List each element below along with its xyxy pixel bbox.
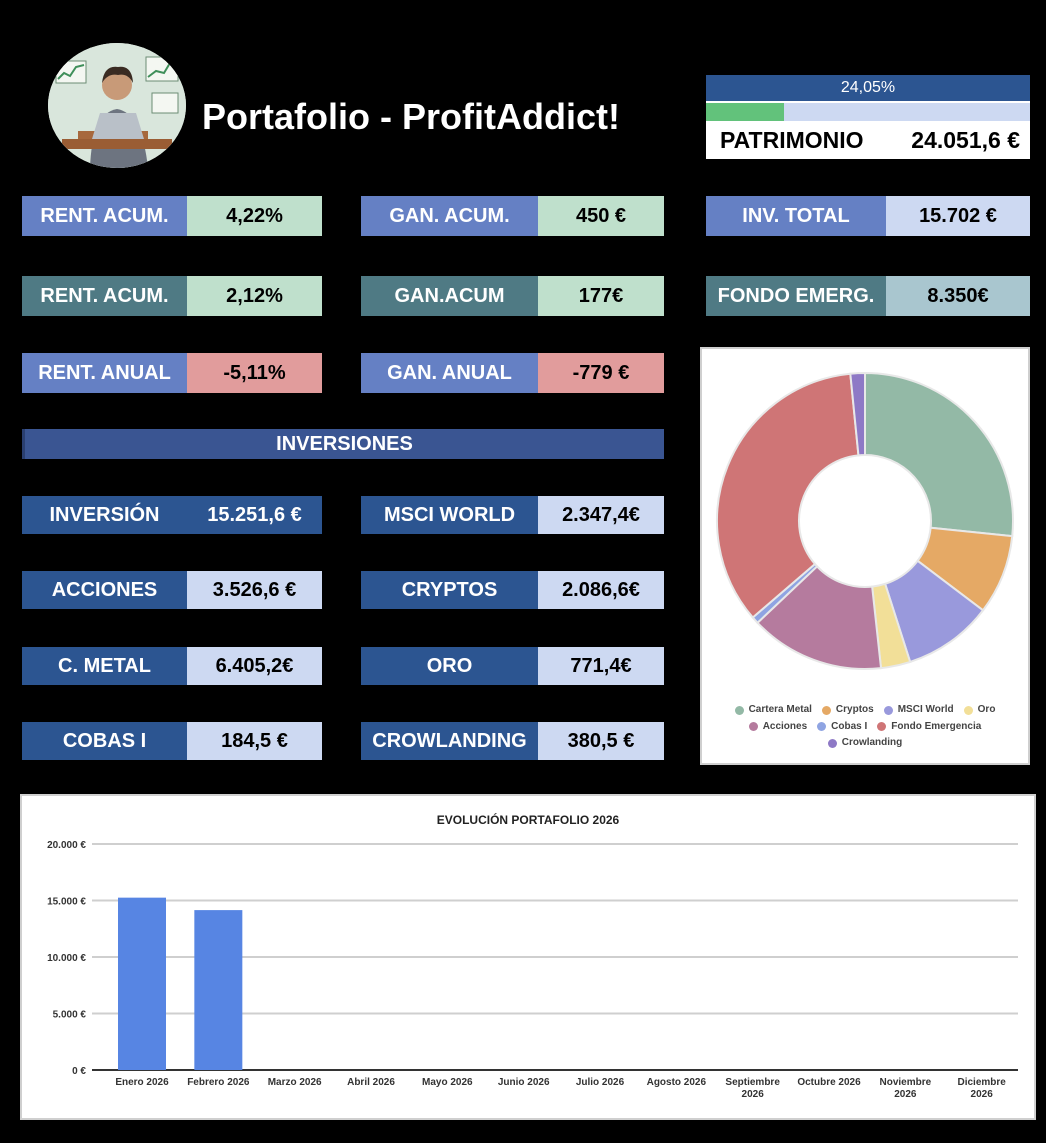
inversion-value: 15.251,6 € xyxy=(187,496,322,534)
progress-percent: 24,05% xyxy=(840,79,896,96)
rent-acum-value: 4,22% xyxy=(187,196,322,236)
donut-slice-cartera-metal xyxy=(864,371,1014,538)
legend-label: Oro xyxy=(977,704,996,715)
legend-swatch xyxy=(877,722,887,731)
gan-acum-2-label: GAN.ACUM xyxy=(361,276,538,316)
page-title: Portafolio - ProfitAddict! xyxy=(202,96,620,137)
acciones-label: ACCIONES xyxy=(22,571,187,609)
acciones-value: 3.526,6 € xyxy=(187,571,322,609)
legend-label: MSCI World xyxy=(897,704,954,715)
x-tick-label: Marzo 2026 xyxy=(268,1077,322,1088)
gan-acum-label: GAN. ACUM. xyxy=(361,196,538,236)
y-tick-label: 10.000 € xyxy=(47,953,86,964)
x-tick-label: Agosto 2026 xyxy=(647,1077,707,1088)
rent-anual-label: RENT. ANUAL xyxy=(22,353,187,393)
gan-acum-value: 450 € xyxy=(538,196,664,236)
x-tick-label: Octubre 2026 xyxy=(797,1077,861,1088)
y-tick-label: 20.000 € xyxy=(47,840,86,851)
avatar xyxy=(48,43,186,168)
y-tick-label: 15.000 € xyxy=(47,897,86,908)
gan-acum-2-value: 177€ xyxy=(538,276,664,316)
legend-swatch xyxy=(748,722,758,731)
legend-item-fondo-emergencia: Fondo Emergencia xyxy=(877,720,981,734)
donut-chart-panel: Cartera Metal Cryptos MSCI World Oro Accione… xyxy=(700,347,1030,765)
legend-label: Cartera Metal xyxy=(748,704,812,715)
legend-item-oro: Oro xyxy=(963,703,996,717)
cryptos-value: 2.086,6€ xyxy=(538,571,664,609)
gan-anual-label: GAN. ANUAL xyxy=(361,353,538,393)
legend-swatch xyxy=(963,705,973,715)
inv-total-label: INV. TOTAL xyxy=(706,196,886,236)
legend-swatch xyxy=(883,705,893,715)
fondo-emerg-label: FONDO EMERG. xyxy=(706,276,886,316)
x-tick-label: Septiembre xyxy=(725,1077,780,1088)
donut-slice-fondo-emergencia xyxy=(716,372,860,619)
msci-world-value: 2.347,4€ xyxy=(538,496,664,534)
fondo-emerg-value: 8.350€ xyxy=(886,276,1030,316)
legend-label: Cobas I xyxy=(831,720,868,732)
legend-swatch xyxy=(817,722,827,731)
patrimonio-label: PATRIMONIO xyxy=(720,127,864,153)
cryptos-label: CRYPTOS xyxy=(361,571,538,609)
legend-label: Cryptos xyxy=(835,704,874,715)
msci-world-label: MSCI WORLD xyxy=(361,496,538,534)
legend-item-cobas-i: Cobas I xyxy=(817,720,867,734)
c-metal-label: C. METAL xyxy=(22,647,187,685)
donut-slice-crowlanding xyxy=(849,371,866,457)
crowlanding-label: CROWLANDING xyxy=(361,722,538,760)
x-tick-label: Diciembre xyxy=(957,1077,1006,1088)
bar-chart-panel: EVOLUCIÓN PORTAFOLIO 2026 0 € 5.000 € 10.0… xyxy=(20,794,1036,1120)
x-tick-label: Enero 2026 xyxy=(115,1077,169,1088)
oro-label: ORO xyxy=(361,647,538,685)
x-tick-label: Julio 2026 xyxy=(576,1077,625,1088)
y-tick-label: 5.000 € xyxy=(53,1010,87,1021)
progress-fill xyxy=(706,103,784,121)
legend-item-cryptos: Cryptos xyxy=(821,703,874,717)
legend-item-acciones: Acciones xyxy=(748,720,808,734)
legend-item-cartera-metal: Cartera Metal xyxy=(734,703,812,717)
x-tick-label: Mayo 2026 xyxy=(422,1077,473,1088)
x-tick-label: 2026 xyxy=(894,1089,917,1100)
rent-anual-value: -5,11% xyxy=(187,353,322,393)
rent-acum-2-label: RENT. ACUM. xyxy=(22,276,187,316)
cobas-value: 184,5 € xyxy=(187,722,322,760)
legend-item-crowlanding: Crowlanding xyxy=(827,736,903,750)
donut-slice-acciones xyxy=(756,564,883,670)
oro-value: 771,4€ xyxy=(538,647,664,685)
x-tick-label: Febrero 2026 xyxy=(187,1077,250,1088)
inversiones-header: INVERSIONES xyxy=(22,429,664,459)
legend-label: Fondo Emergencia xyxy=(891,720,982,732)
c-metal-value: 6.405,2€ xyxy=(187,647,322,685)
legend-label: Crowlanding xyxy=(841,737,903,748)
legend-swatch xyxy=(821,705,831,715)
legend-label: Acciones xyxy=(762,720,808,732)
patrimonio-value: 24.051,6 € xyxy=(911,127,1020,153)
legend-swatch xyxy=(734,705,744,715)
y-tick-label: 0 € xyxy=(72,1066,86,1077)
inversion-label: INVERSIÓN xyxy=(22,496,187,534)
cobas-label: COBAS I xyxy=(22,722,187,760)
donut-chart xyxy=(716,371,1014,670)
x-tick-label: Junio 2026 xyxy=(498,1077,550,1088)
avatar-illustration xyxy=(48,43,186,168)
donut-legend: Cartera Metal Cryptos MSCI World Oro Accione… xyxy=(708,703,1022,753)
progress-track xyxy=(706,103,1030,121)
patrimonio-panel: 24,05% PATRIMONIO 24.051,6 € xyxy=(706,75,1030,159)
bar-enero-2026 xyxy=(118,897,166,1070)
legend-item-msci-world: MSCI World xyxy=(883,703,954,717)
gan-anual-value: -779 € xyxy=(538,353,664,393)
bar-febrero-2026 xyxy=(194,910,243,1070)
rent-acum-label: RENT. ACUM. xyxy=(22,196,187,236)
legend-swatch xyxy=(827,738,837,748)
progress-header: 24,05% xyxy=(706,75,1030,101)
rent-acum-2-value: 2,12% xyxy=(187,276,322,316)
inv-total-value: 15.702 € xyxy=(886,196,1030,236)
bar-chart: EVOLUCIÓN PORTAFOLIO 2026 0 € 5.000 € 10.0… xyxy=(47,812,1018,1100)
bar-chart-title: EVOLUCIÓN PORTAFOLIO 2026 xyxy=(437,812,620,827)
x-tick-label: Abril 2026 xyxy=(347,1077,395,1088)
x-tick-label: 2026 xyxy=(971,1089,994,1100)
crowlanding-value: 380,5 € xyxy=(538,722,664,760)
x-tick-label: 2026 xyxy=(742,1089,765,1100)
x-tick-label: Noviembre xyxy=(879,1077,931,1088)
